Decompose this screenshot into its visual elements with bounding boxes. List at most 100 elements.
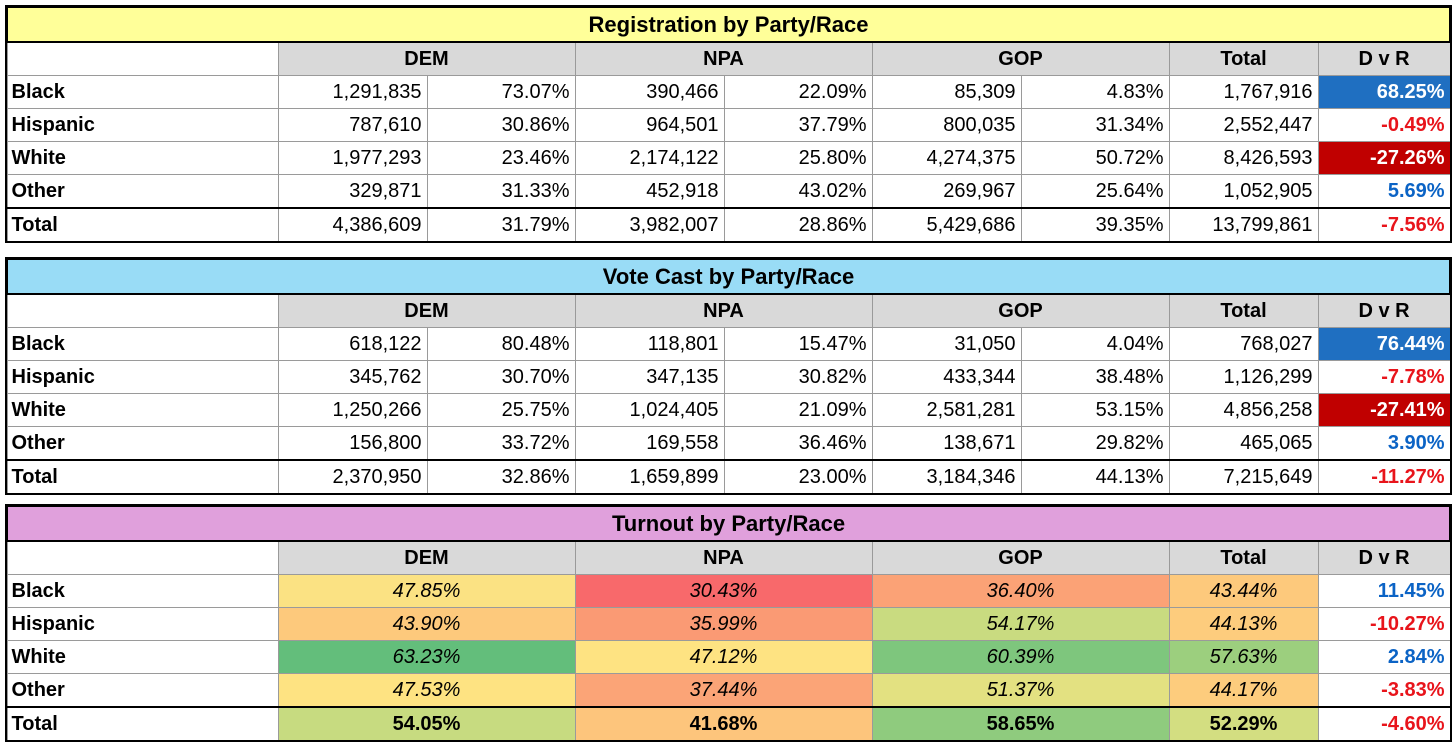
vote-cast-title: Vote Cast by Party/Race	[5, 258, 1452, 295]
cell-gop-pct: 38.48%	[1020, 360, 1170, 394]
cell-npa-pct: 43.02%	[723, 174, 873, 209]
header-dem: DEM	[277, 293, 576, 328]
cell-npa: 118,801	[574, 327, 725, 361]
cell-gop-turnout: 58.65%	[871, 706, 1170, 741]
header-dem: DEM	[277, 41, 576, 76]
registration-body: Black 1,291,835 73.07% 390,466 22.09% 85,309 4…	[6, 75, 1451, 242]
cell-dem-pct: 32.86%	[426, 459, 576, 494]
cell-dem-pct: 31.79%	[426, 207, 576, 242]
cell-gop-pct: 25.64%	[1020, 174, 1170, 209]
cell-gop-turnout: 54.17%	[871, 607, 1170, 641]
table-row: Total 4,386,609 31.79% 3,982,007 28.86% 5,429…	[6, 207, 1451, 242]
cell-npa: 452,918	[574, 174, 725, 209]
cell-d-v-r: -7.78%	[1317, 360, 1451, 394]
cell-dem-pct: 25.75%	[426, 393, 576, 427]
cell-total: 1,126,299	[1168, 360, 1319, 394]
cell-npa-turnout: 35.99%	[574, 607, 873, 641]
cell-gop-pct: 53.15%	[1020, 393, 1170, 427]
header-dvr: D v R	[1317, 540, 1451, 575]
table-row: White 1,250,266 25.75% 1,024,405 21.09% 2,581…	[6, 393, 1451, 427]
vote-cast-table: Vote Cast by Party/Race DEM NPA GOP Tota…	[4, 257, 1453, 495]
header-gop: GOP	[871, 41, 1170, 76]
cell-npa-pct: 21.09%	[723, 393, 873, 427]
cell-dem-pct: 80.48%	[426, 327, 576, 361]
row-label: Other	[6, 426, 279, 461]
cell-gop: 138,671	[871, 426, 1022, 461]
cell-dem-pct: 30.70%	[426, 360, 576, 394]
cell-d-v-r: 68.25%	[1317, 75, 1451, 109]
cell-gop-pct: 50.72%	[1020, 141, 1170, 175]
cell-total-turnout: 44.13%	[1168, 607, 1319, 641]
cell-gop-pct: 29.82%	[1020, 426, 1170, 461]
header-gop: GOP	[871, 293, 1170, 328]
cell-gop-turnout: 51.37%	[871, 673, 1170, 708]
cell-total: 7,215,649	[1168, 459, 1319, 494]
cell-gop-pct: 39.35%	[1020, 207, 1170, 242]
cell-npa: 169,558	[574, 426, 725, 461]
row-label: Total	[6, 706, 279, 741]
registration-table: Registration by Party/Race DEM NPA GOP T…	[4, 5, 1453, 243]
table-row: Total 54.05% 41.68% 58.65% 52.29% -4.60%	[6, 706, 1451, 741]
row-label: Total	[6, 459, 279, 494]
row-label: Hispanic	[6, 360, 279, 394]
cell-d-v-r: 3.90%	[1317, 426, 1451, 461]
turnout-body: Black 47.85% 30.43% 36.40% 43.44% 11.45% Hispa…	[6, 574, 1451, 741]
cell-gop: 2,581,281	[871, 393, 1022, 427]
table-row: White 63.23% 47.12% 60.39% 57.63% 2.84%	[6, 640, 1451, 674]
cell-dem-turnout: 63.23%	[277, 640, 576, 674]
cell-npa-pct: 15.47%	[723, 327, 873, 361]
cell-dem-pct: 31.33%	[426, 174, 576, 209]
cell-npa: 1,659,899	[574, 459, 725, 494]
cell-gop-pct: 4.83%	[1020, 75, 1170, 109]
table-row: Total 2,370,950 32.86% 1,659,899 23.00% 3,184…	[6, 459, 1451, 494]
header-total: Total	[1168, 41, 1319, 76]
cell-gop: 85,309	[871, 75, 1022, 109]
row-label: White	[6, 393, 279, 427]
cell-npa-pct: 23.00%	[723, 459, 873, 494]
table-row: Other 329,871 31.33% 452,918 43.02% 269,967 25…	[6, 174, 1451, 209]
cell-d-v-r: -10.27%	[1317, 607, 1451, 641]
cell-npa-pct: 28.86%	[723, 207, 873, 242]
cell-dem-pct: 23.46%	[426, 141, 576, 175]
table-row: Other 156,800 33.72% 169,558 36.46% 138,671 29…	[6, 426, 1451, 461]
cell-dem-pct: 33.72%	[426, 426, 576, 461]
cell-gop-turnout: 60.39%	[871, 640, 1170, 674]
row-label: White	[6, 640, 279, 674]
cell-dem-turnout: 54.05%	[277, 706, 576, 741]
cell-npa-pct: 25.80%	[723, 141, 873, 175]
turnout-table: Turnout by Party/Race DEM NPA GOP Total …	[4, 504, 1453, 742]
cell-d-v-r: -27.26%	[1317, 141, 1451, 175]
cell-gop: 4,274,375	[871, 141, 1022, 175]
vote-cast-body: Black 618,122 80.48% 118,801 15.47% 31,050 4.0…	[6, 327, 1451, 494]
row-label: White	[6, 141, 279, 175]
cell-dem: 1,250,266	[277, 393, 428, 427]
cell-gop-pct: 4.04%	[1020, 327, 1170, 361]
cell-d-v-r: -11.27%	[1317, 459, 1451, 494]
cell-d-v-r: 11.45%	[1317, 574, 1451, 608]
cell-dem: 2,370,950	[277, 459, 428, 494]
cell-dem: 618,122	[277, 327, 428, 361]
cell-gop: 3,184,346	[871, 459, 1022, 494]
cell-gop: 5,429,686	[871, 207, 1022, 242]
cell-dem-turnout: 47.85%	[277, 574, 576, 608]
cell-npa: 347,135	[574, 360, 725, 394]
row-label: Black	[6, 574, 279, 608]
cell-total-turnout: 44.17%	[1168, 673, 1319, 708]
cell-npa: 964,501	[574, 108, 725, 142]
row-label: Total	[6, 207, 279, 242]
cell-dem: 156,800	[277, 426, 428, 461]
row-label: Hispanic	[6, 607, 279, 641]
cell-gop: 269,967	[871, 174, 1022, 209]
registration-title: Registration by Party/Race	[5, 6, 1452, 43]
cell-dem-turnout: 47.53%	[277, 673, 576, 708]
table-row: Black 618,122 80.48% 118,801 15.47% 31,050 4.0…	[6, 327, 1451, 361]
cell-npa-turnout: 37.44%	[574, 673, 873, 708]
cell-gop: 433,344	[871, 360, 1022, 394]
cell-total: 768,027	[1168, 327, 1319, 361]
cell-gop-turnout: 36.40%	[871, 574, 1170, 608]
row-label: Other	[6, 673, 279, 708]
cell-d-v-r: -4.60%	[1317, 706, 1451, 741]
cell-dem-pct: 30.86%	[426, 108, 576, 142]
header-total: Total	[1168, 540, 1319, 575]
header-npa: NPA	[574, 293, 873, 328]
